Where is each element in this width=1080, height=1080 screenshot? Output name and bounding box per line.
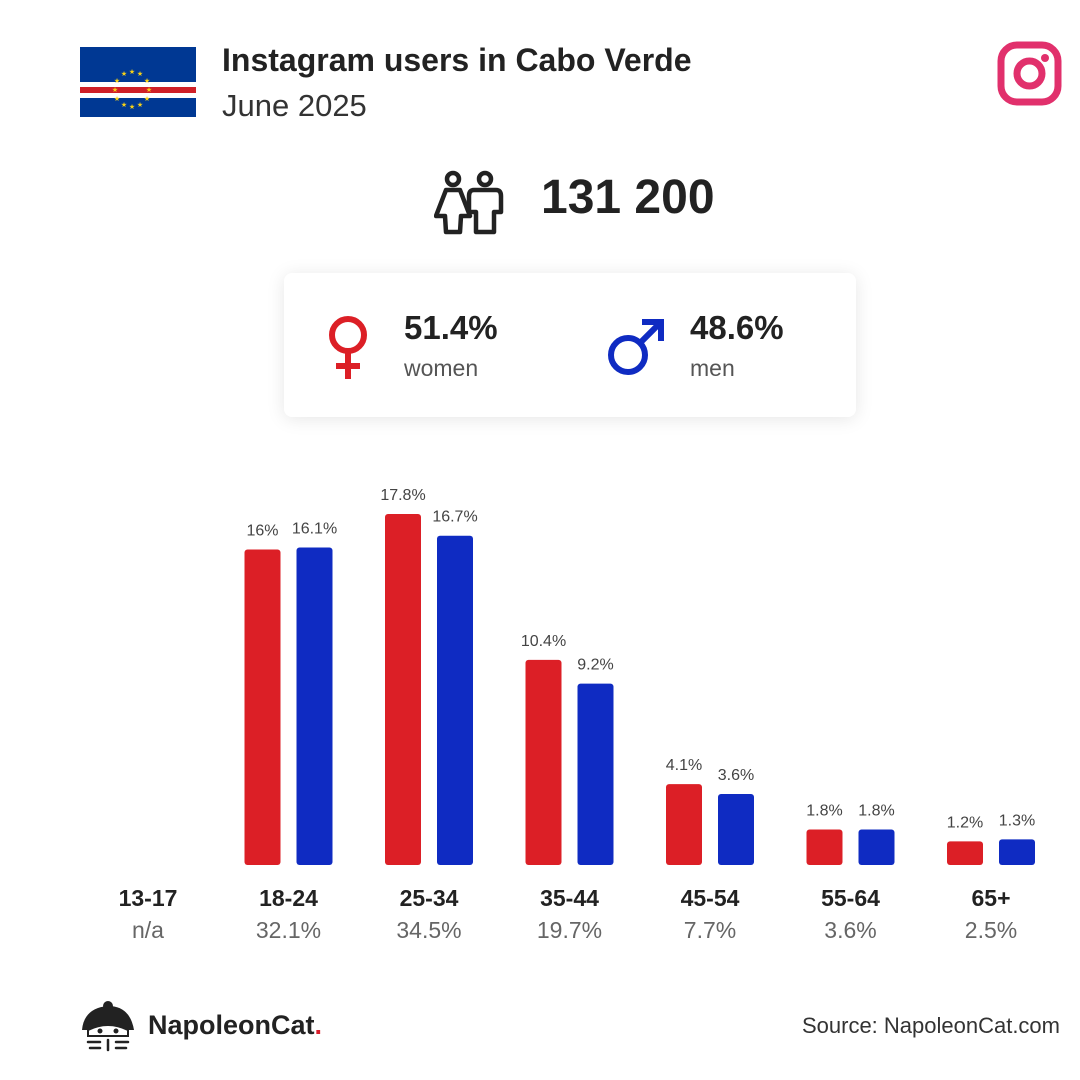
svg-text:★: ★ [144, 95, 150, 103]
bar-label-women-45-54: 4.1% [666, 757, 702, 774]
bar-label-men-35-44: 9.2% [577, 657, 613, 674]
napoleoncat-logo-icon [82, 1001, 134, 1052]
bar-label-women-35-44: 10.4% [521, 633, 566, 650]
brand-name: NapoleonCat. [148, 1010, 323, 1040]
svg-text:★: ★ [137, 101, 143, 109]
svg-text:★: ★ [112, 86, 118, 94]
bar-label-men-25-34: 16.7% [432, 509, 477, 526]
people-icon [434, 170, 504, 235]
bar-label-men-18-24: 16.1% [292, 521, 337, 538]
bar-women-55-64 [806, 829, 843, 865]
svg-text:★: ★ [121, 101, 127, 109]
svg-text:★: ★ [121, 70, 127, 78]
bar-label-women-25-34: 17.8% [380, 487, 425, 504]
chart-subtitle: June 2025 [222, 88, 367, 123]
bar-label-men-45-54: 3.6% [718, 767, 754, 784]
age-group-total: 7.7% [684, 917, 736, 943]
bar-men-45-54 [718, 794, 754, 865]
bar-men-55-64 [858, 829, 895, 865]
gender-summary-card: 51.4% women 48.6% men [284, 273, 856, 417]
male-symbol-icon [608, 319, 664, 375]
age-group-total: 19.7% [537, 917, 602, 943]
bar-label-women-18-24: 16% [246, 522, 278, 539]
svg-text:★: ★ [129, 68, 135, 76]
age-group-total: n/a [132, 917, 164, 943]
female-symbol-icon [329, 316, 367, 379]
men-label: men [690, 355, 735, 381]
bar-women-18-24 [244, 549, 281, 865]
bar-men-18-24 [296, 547, 333, 865]
age-gender-bar-chart: 13-17 n/a 16% 16.1% 18-24 32.1% 17.8% 16.7% 25-3… [119, 487, 1036, 943]
svg-text:★: ★ [114, 95, 120, 103]
age-group-total: 3.6% [824, 917, 876, 943]
bar-women-25-34 [385, 514, 421, 865]
age-group-label: 35-44 [540, 885, 599, 911]
bar-men-65+ [999, 839, 1035, 865]
bar-label-women-55-64: 1.8% [806, 803, 842, 820]
women-percentage: 51.4% [404, 309, 498, 346]
svg-text:★: ★ [146, 86, 152, 94]
age-group-total: 32.1% [256, 917, 321, 943]
bar-men-35-44 [577, 683, 614, 865]
bar-label-women-65+: 1.2% [947, 814, 983, 831]
age-group-total: 34.5% [396, 917, 461, 943]
bar-women-65+ [947, 841, 983, 865]
total-users-value: 131 200 [541, 171, 715, 224]
bar-men-25-34 [437, 535, 473, 865]
svg-text:★: ★ [114, 77, 120, 85]
bar-label-men-55-64: 1.8% [858, 803, 894, 820]
women-label: women [404, 355, 479, 381]
svg-text:★: ★ [144, 77, 150, 85]
bar-women-35-44 [525, 659, 562, 865]
chart-title: Instagram users in Cabo Verde [222, 42, 692, 78]
age-group-label: 45-54 [681, 885, 740, 911]
instagram-icon [997, 41, 1062, 106]
men-percentage: 48.6% [690, 309, 784, 346]
bar-label-men-65+: 1.3% [999, 812, 1035, 829]
svg-text:★: ★ [137, 70, 143, 78]
age-group-label: 13-17 [119, 885, 178, 911]
age-group-label: 25-34 [400, 885, 459, 911]
age-group-total: 2.5% [965, 917, 1017, 943]
svg-text:★: ★ [129, 103, 135, 111]
bar-women-45-54 [666, 784, 702, 865]
cabo-verde-flag-icon: ★★★ ★★ ★ ★★★ ★★★ [80, 47, 196, 117]
age-group-label: 55-64 [821, 885, 880, 911]
age-group-label: 18-24 [259, 885, 318, 911]
source-note: Source: NapoleonCat.com [801, 1013, 1060, 1038]
age-group-label: 65+ [971, 885, 1010, 911]
